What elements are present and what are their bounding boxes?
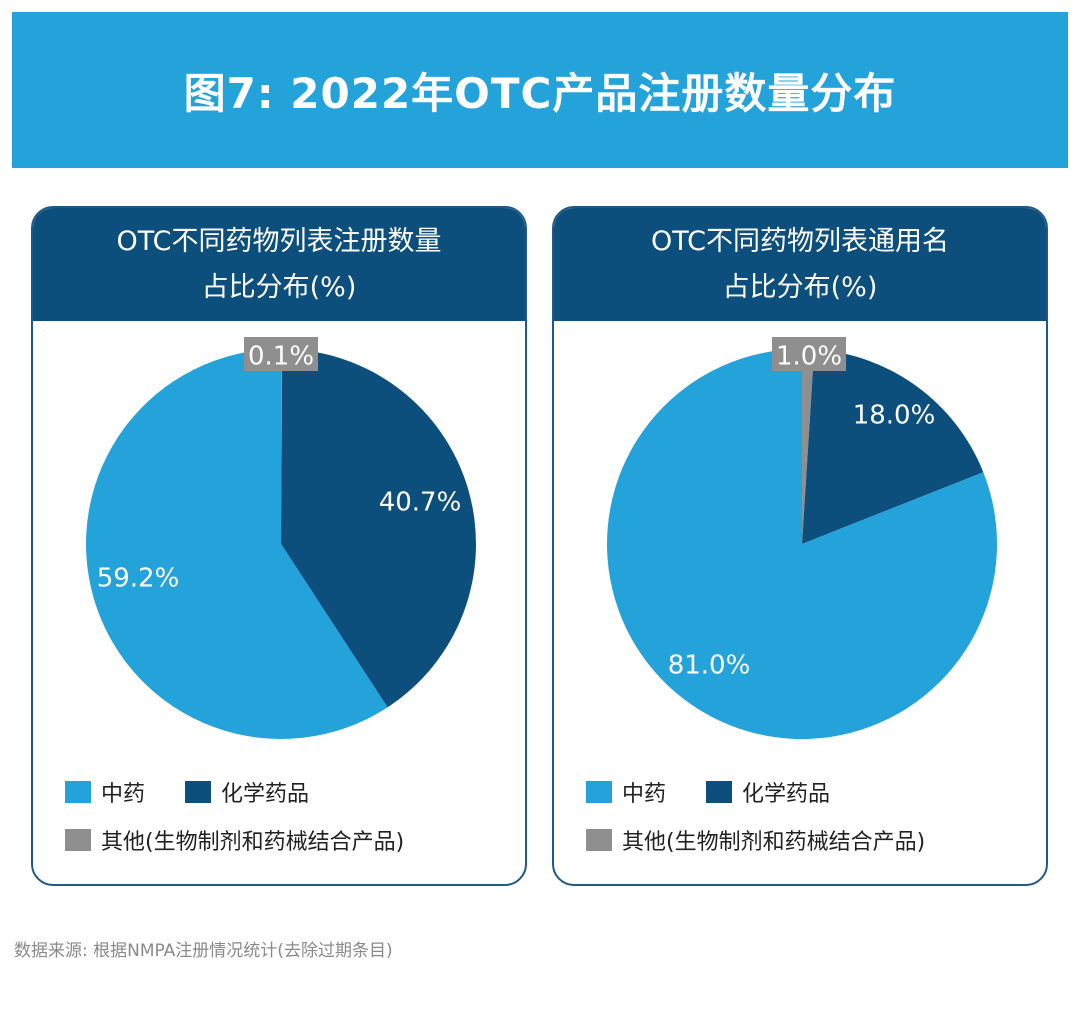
pie-value-label-other: 0.1% bbox=[248, 342, 314, 372]
chart-title-line2: 占比分布(%) bbox=[201, 271, 357, 303]
pie-slice-tcm bbox=[86, 349, 388, 739]
legend-label-chemical: 化学药品 bbox=[221, 782, 310, 807]
legend-swatch-chemical bbox=[706, 781, 733, 803]
pie-slice-chemical bbox=[281, 349, 477, 708]
chart-card-header: OTC不同药物列表注册数量 占比分布(%) bbox=[33, 208, 525, 321]
pie-value-label-chemical: 18.0% bbox=[853, 401, 936, 431]
pie-value-label-tcm: 81.0% bbox=[668, 651, 751, 681]
legend-swatch-other bbox=[586, 829, 612, 851]
legend-swatch-tcm bbox=[65, 781, 91, 803]
legend-item-chemical: 化学药品 bbox=[706, 776, 830, 808]
legend-label-tcm: 中药 bbox=[622, 782, 667, 807]
chart-title-line1: OTC不同药物列表通用名 bbox=[650, 225, 949, 257]
pie-chart-generic-name: 1.0% 18.0% 81.0% bbox=[607, 337, 997, 739]
pie-chart-registration-count: 0.1% 40.7% 59.2% bbox=[86, 337, 477, 739]
legend-row-1: 中药 化学药品 bbox=[65, 776, 349, 808]
legend-item-chemical: 化学药品 bbox=[185, 776, 309, 808]
legend-item-other: 其他(生物制剂和药械结合产品) bbox=[65, 824, 404, 856]
pie-value-label-chemical: 40.7% bbox=[379, 488, 462, 518]
legend-item-tcm: 中药 bbox=[586, 776, 666, 808]
legend-label-other: 其他(生物制剂和药械结合产品) bbox=[622, 830, 926, 855]
pie-value-label-other: 1.0% bbox=[776, 342, 842, 372]
legend-row-1: 中药 化学药品 bbox=[586, 776, 870, 808]
header-band: 图7: 2022年OTC产品注册数量分布 bbox=[12, 12, 1068, 168]
legend-row-2: 其他(生物制剂和药械结合产品) bbox=[586, 824, 965, 856]
legend-row-2: 其他(生物制剂和药械结合产品) bbox=[65, 824, 444, 856]
pie-value-label-tcm: 59.2% bbox=[97, 564, 180, 594]
pie-slice-tcm bbox=[607, 349, 997, 739]
legend-label-other: 其他(生物制剂和药械结合产品) bbox=[101, 830, 405, 855]
chart-title-line2: 占比分布(%) bbox=[722, 271, 878, 303]
legend-swatch-other bbox=[65, 829, 91, 851]
chart-card-registration-count: OTC不同药物列表注册数量 占比分布(%) 0.1% 40.7% 59.2% 中药 … bbox=[31, 206, 527, 886]
legend-item-tcm: 中药 bbox=[65, 776, 145, 808]
pie-label-box-other bbox=[244, 337, 318, 371]
pie-slice-other bbox=[802, 349, 815, 544]
pie-slice-other bbox=[281, 349, 283, 544]
chart-title-line1: OTC不同药物列表注册数量 bbox=[116, 225, 442, 257]
legend-label-tcm: 中药 bbox=[101, 782, 146, 807]
pie-slice-chemical bbox=[802, 349, 984, 544]
pie-label-box-other bbox=[772, 337, 846, 371]
legend-label-chemical: 化学药品 bbox=[742, 782, 831, 807]
page-title: 图7: 2022年OTC产品注册数量分布 bbox=[183, 68, 897, 118]
chart-card-generic-name: OTC不同药物列表通用名 占比分布(%) 1.0% 18.0% 81.0% 中药 化… bbox=[552, 206, 1048, 886]
legend-swatch-chemical bbox=[185, 781, 212, 803]
legend-swatch-tcm bbox=[586, 781, 612, 803]
legend-item-other: 其他(生物制剂和药械结合产品) bbox=[586, 824, 925, 856]
data-source-note: 数据来源: 根据NMPA注册情况统计(去除过期条目) bbox=[14, 941, 393, 961]
chart-card-header: OTC不同药物列表通用名 占比分布(%) bbox=[554, 208, 1046, 321]
